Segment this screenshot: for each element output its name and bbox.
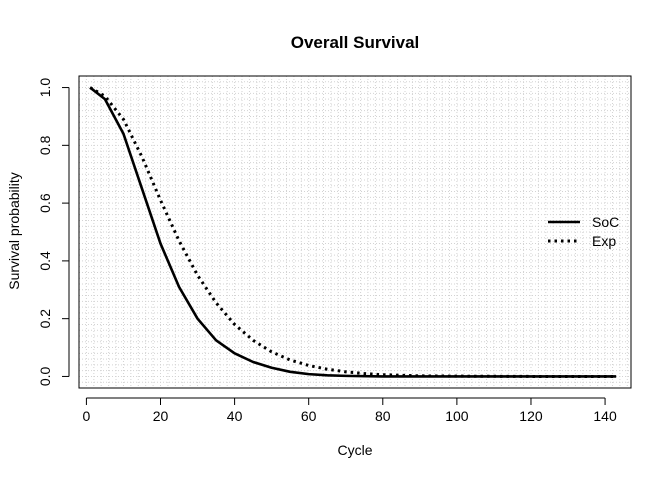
x-tick-label: 120 [519, 408, 543, 424]
series-line-exp [89, 86, 617, 378]
x-tick-label: 100 [445, 408, 469, 424]
series-line-soc [89, 86, 617, 378]
x-axis: 0 20 40 60 80 100 120 140 [83, 397, 617, 424]
chart-title: Overall Survival [291, 33, 420, 52]
y-tick-label: 0.8 [37, 135, 53, 155]
y-axis: 0.0 0.2 0.4 0.6 0.8 1.0 [37, 78, 70, 387]
y-tick-label: 0.0 [37, 367, 53, 387]
legend-label-soc: SoC [592, 214, 619, 230]
legend: SoC Exp [548, 214, 619, 249]
legend-label-exp: Exp [592, 233, 616, 249]
series-lines [89, 86, 617, 378]
x-tick-label: 40 [227, 408, 243, 424]
x-tick-label: 0 [83, 408, 91, 424]
y-tick-label: 1.0 [37, 78, 53, 98]
y-axis-title: Survival probability [6, 172, 22, 290]
x-tick-label: 20 [153, 408, 169, 424]
x-axis-title: Cycle [337, 442, 372, 458]
x-tick-label: 80 [375, 408, 391, 424]
y-tick-label: 0.4 [37, 251, 53, 271]
plot-frame [78, 75, 632, 389]
y-tick-label: 0.6 [37, 193, 53, 213]
x-tick-label: 60 [301, 408, 317, 424]
grid [78, 75, 631, 389]
y-tick-label: 0.2 [37, 309, 53, 329]
x-tick-label: 140 [593, 408, 617, 424]
